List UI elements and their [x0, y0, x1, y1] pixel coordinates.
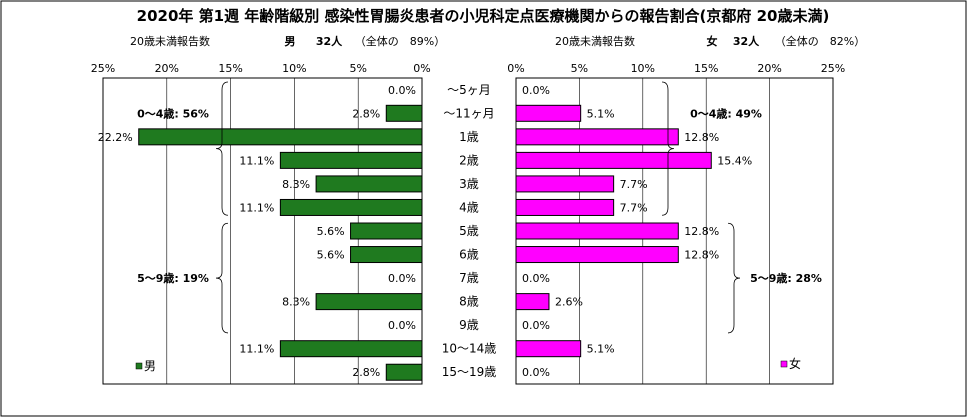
male-tick-label: 20%	[155, 62, 179, 75]
category-label: 10～14歳	[442, 342, 497, 356]
male-tick-label: 5%	[349, 62, 366, 75]
male-group-label: 0～4歳: 56%	[137, 106, 209, 120]
male-value-label: 2.8%	[352, 366, 380, 379]
male-bars: 0.0% 2.8% 22.2% 11.1% 8.3% 11.1% 5.6% 5.6% 0.0% 8…	[98, 84, 423, 381]
axis-ticks: 0% 0% 5% 5% 10% 10% 15% 15% 20% 20% 25% 25%	[91, 62, 845, 75]
female-bar	[515, 151, 712, 169]
female-share: （全体の 82%）	[775, 34, 865, 48]
male-bar	[279, 340, 423, 358]
female-value-label: 0.0%	[522, 272, 550, 285]
male-tick-label: 25%	[91, 62, 115, 75]
male-tick-label: 15%	[218, 62, 242, 75]
female-count: 32人	[733, 34, 760, 48]
female-legend-label: 女	[789, 356, 801, 371]
category-label: 8歳	[459, 295, 479, 309]
male-value-label: 5.6%	[317, 225, 345, 238]
female-bar	[515, 340, 582, 358]
female-bar	[515, 293, 550, 311]
female-value-label: 12.8%	[684, 225, 719, 238]
male-value-label: 5.6%	[317, 249, 345, 262]
female-tick-label: 0%	[507, 62, 524, 75]
group-brackets: 0～4歳: 56% 5～9歳: 19% 0～4歳: 49% 5～9歳: 28%	[137, 81, 822, 334]
female-bars: 0.0% 5.1% 12.8% 15.4% 7.7% 7.7% 12.8% 12.8% 0.0%…	[515, 84, 752, 379]
male-bar	[279, 151, 423, 169]
female-bar	[515, 128, 679, 146]
male-value-label: 0.0%	[388, 319, 416, 332]
male-legend-label: 男	[144, 359, 156, 373]
female-group-label: 0～4歳: 49%	[690, 106, 762, 120]
category-label: 1歳	[459, 130, 479, 144]
category-label: 5歳	[459, 224, 479, 238]
male-value-label: 0.0%	[388, 84, 416, 97]
female-value-label: 12.8%	[684, 131, 719, 144]
female-bar	[515, 246, 679, 264]
female-tick-label: 25%	[821, 62, 845, 75]
male-group-bracket	[215, 81, 229, 216]
female-value-label: 0.0%	[522, 366, 550, 379]
male-value-label: 11.1%	[239, 154, 274, 167]
male-bar	[315, 293, 423, 311]
category-labels: ～5ヶ月 ～11ヶ月 1歳 2歳 3歳 4歳 5歳 6歳 7歳 8歳 9歳 10～14歳 15～19歳	[442, 83, 497, 379]
male-value-label: 8.3%	[282, 178, 310, 191]
female-tick-label: 15%	[694, 62, 718, 75]
female-value-label: 15.4%	[717, 154, 752, 167]
male-tick-label: 0%	[413, 62, 430, 75]
male-bar	[138, 128, 423, 146]
female-value-label: 7.7%	[620, 201, 648, 214]
female-bar	[515, 198, 615, 216]
female-bar	[515, 175, 615, 193]
male-tick-label: 10%	[282, 62, 306, 75]
female-bar	[515, 104, 582, 122]
category-label: ～11ヶ月	[443, 106, 494, 120]
male-group-bracket	[215, 222, 229, 334]
male-bar	[279, 198, 423, 216]
female-axis-label: 20歳未満報告数	[555, 35, 635, 48]
male-bar	[350, 246, 423, 264]
category-label: 6歳	[459, 248, 479, 262]
female-sex-label: 女	[707, 34, 718, 48]
category-label: 7歳	[459, 271, 479, 285]
category-label: ～5ヶ月	[447, 83, 491, 97]
male-value-label: 2.8%	[352, 107, 380, 120]
category-label: 9歳	[459, 318, 479, 332]
male-bar	[315, 175, 423, 193]
male-value-label: 8.3%	[282, 296, 310, 309]
male-bar	[350, 222, 423, 240]
female-tick-label: 5%	[571, 62, 588, 75]
female-group-bracket	[661, 81, 675, 216]
male-legend-swatch	[135, 362, 143, 370]
female-value-label: 2.6%	[555, 296, 583, 309]
male-bar	[385, 363, 423, 381]
chart-title: 2020年 第1週 年齢階級別 感染性胃腸炎患者の小児科定点医療機関からの報告割…	[137, 7, 830, 25]
category-label: 2歳	[459, 153, 479, 167]
male-group-label: 5～9歳: 19%	[137, 271, 209, 285]
male-value-label: 22.2%	[98, 131, 133, 144]
male-axis-label: 20歳未満報告数	[130, 35, 210, 48]
category-label: 3歳	[459, 177, 479, 191]
female-group-bracket	[727, 222, 741, 334]
female-group-label: 5～9歳: 28%	[750, 271, 822, 285]
category-label: 15～19歳	[442, 365, 497, 379]
male-sex-label: 男	[285, 35, 296, 48]
male-value-label: 0.0%	[388, 272, 416, 285]
female-tick-label: 20%	[757, 62, 781, 75]
female-value-label: 0.0%	[522, 319, 550, 332]
female-legend-swatch	[780, 360, 788, 368]
male-value-label: 11.1%	[239, 201, 274, 214]
female-value-label: 5.1%	[587, 343, 615, 356]
male-value-label: 11.1%	[239, 343, 274, 356]
category-label: 4歳	[459, 200, 479, 214]
male-share: （全体の 89%）	[355, 34, 445, 48]
female-value-label: 12.8%	[684, 249, 719, 262]
female-bar	[515, 222, 679, 240]
male-bar	[385, 104, 423, 122]
female-value-label: 5.1%	[587, 107, 615, 120]
female-value-label: 7.7%	[620, 178, 648, 191]
female-tick-label: 10%	[631, 62, 655, 75]
male-count: 32人	[316, 34, 343, 48]
female-value-label: 0.0%	[522, 84, 550, 97]
